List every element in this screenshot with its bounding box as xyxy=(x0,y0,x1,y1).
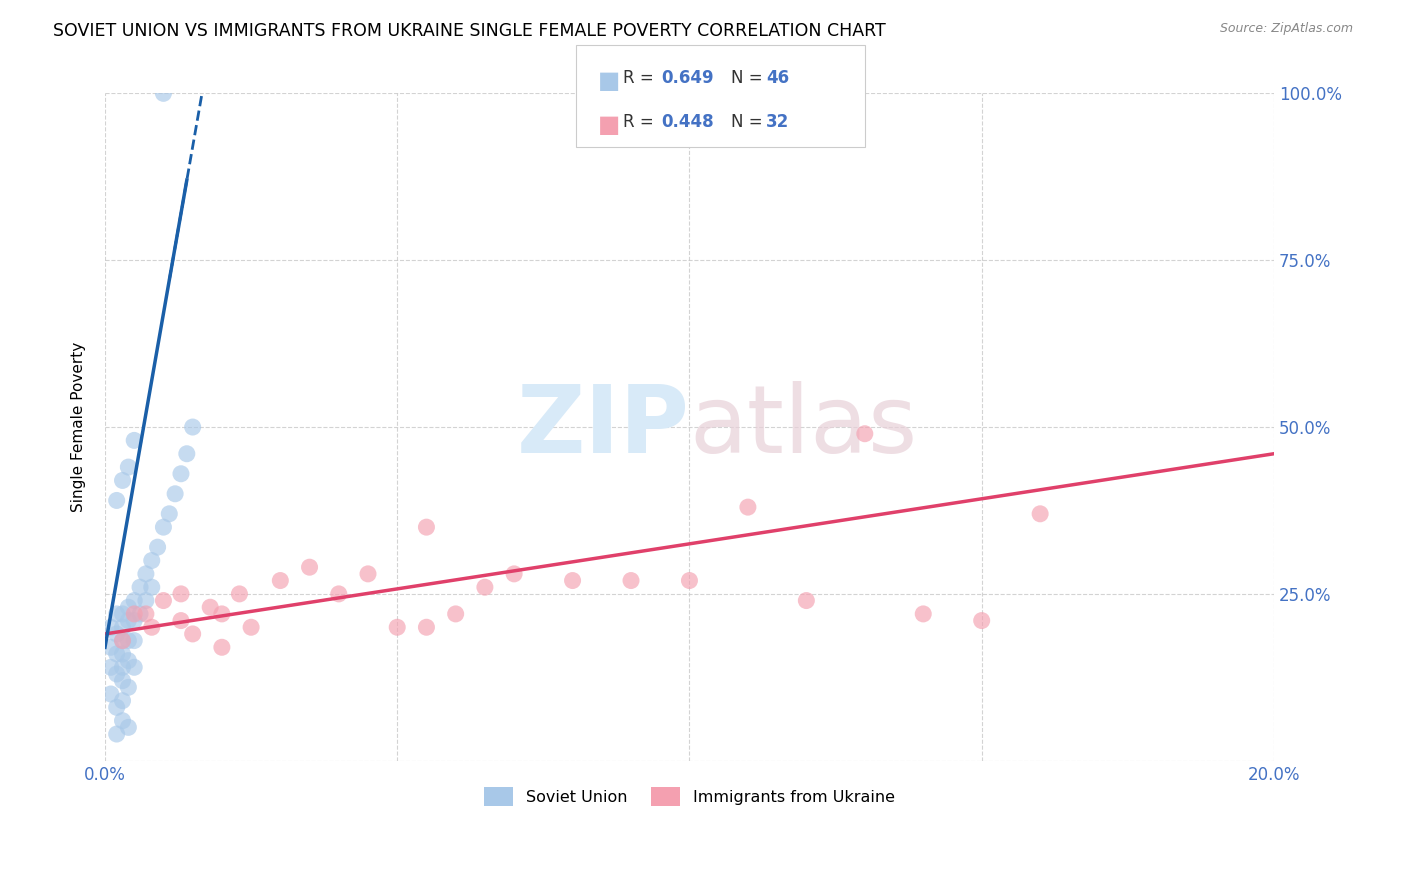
Y-axis label: Single Female Poverty: Single Female Poverty xyxy=(72,342,86,512)
Text: SOVIET UNION VS IMMIGRANTS FROM UKRAINE SINGLE FEMALE POVERTY CORRELATION CHART: SOVIET UNION VS IMMIGRANTS FROM UKRAINE … xyxy=(53,22,886,40)
Text: 0.448: 0.448 xyxy=(661,113,713,131)
Point xyxy=(111,620,134,634)
Point xyxy=(111,607,134,621)
Point xyxy=(170,614,193,628)
Point xyxy=(135,607,157,621)
Point xyxy=(328,587,350,601)
Point xyxy=(129,580,152,594)
Point xyxy=(1029,507,1052,521)
Point xyxy=(111,694,134,708)
Point xyxy=(100,687,122,701)
Point xyxy=(474,580,496,594)
Point xyxy=(620,574,643,588)
Point xyxy=(796,593,818,607)
Point xyxy=(105,627,128,641)
Point xyxy=(122,434,145,448)
Point xyxy=(117,681,139,695)
Text: ■: ■ xyxy=(598,113,620,137)
Point xyxy=(105,667,128,681)
Text: atlas: atlas xyxy=(689,381,918,473)
Point xyxy=(117,460,139,475)
Legend: Soviet Union, Immigrants from Ukraine: Soviet Union, Immigrants from Ukraine xyxy=(478,780,901,813)
Point xyxy=(141,620,163,634)
Point xyxy=(240,620,263,634)
Point xyxy=(152,593,174,607)
Point xyxy=(111,660,134,674)
Point xyxy=(912,607,935,621)
Point xyxy=(135,593,157,607)
Point xyxy=(111,633,134,648)
Point xyxy=(111,714,134,728)
Text: R =: R = xyxy=(623,113,659,131)
Point xyxy=(387,620,409,634)
Point xyxy=(415,520,437,534)
Point xyxy=(117,633,139,648)
Point xyxy=(122,614,145,628)
Point xyxy=(970,614,993,628)
Text: 32: 32 xyxy=(766,113,790,131)
Point xyxy=(122,660,145,674)
Point xyxy=(105,647,128,661)
Point xyxy=(122,593,145,607)
Point xyxy=(111,673,134,688)
Point xyxy=(100,620,122,634)
Point xyxy=(228,587,250,601)
Point xyxy=(117,654,139,668)
Point xyxy=(117,600,139,615)
Point xyxy=(211,607,233,621)
Point xyxy=(181,627,204,641)
Point xyxy=(117,720,139,734)
Text: Source: ZipAtlas.com: Source: ZipAtlas.com xyxy=(1219,22,1353,36)
Point xyxy=(298,560,321,574)
Point xyxy=(211,640,233,655)
Point xyxy=(111,633,134,648)
Point xyxy=(105,607,128,621)
Point xyxy=(737,500,759,515)
Point xyxy=(152,520,174,534)
Point xyxy=(152,87,174,101)
Point xyxy=(105,727,128,741)
Text: 46: 46 xyxy=(766,69,789,87)
Point xyxy=(122,633,145,648)
Point xyxy=(100,660,122,674)
Point xyxy=(117,614,139,628)
Point xyxy=(269,574,291,588)
Point xyxy=(111,474,134,488)
Point xyxy=(105,493,128,508)
Point xyxy=(170,587,193,601)
Text: N =: N = xyxy=(731,69,768,87)
Point xyxy=(135,566,157,581)
Point xyxy=(503,566,526,581)
Point xyxy=(141,580,163,594)
Point xyxy=(561,574,583,588)
Text: ZIP: ZIP xyxy=(516,381,689,473)
Point xyxy=(678,574,700,588)
Text: ■: ■ xyxy=(598,69,620,93)
Point xyxy=(141,553,163,567)
Point xyxy=(357,566,380,581)
Point xyxy=(129,607,152,621)
Text: R =: R = xyxy=(623,69,659,87)
Point xyxy=(105,700,128,714)
Point xyxy=(170,467,193,481)
Point xyxy=(165,487,187,501)
Point xyxy=(100,640,122,655)
Text: 0.649: 0.649 xyxy=(661,69,713,87)
Point xyxy=(157,507,180,521)
Point xyxy=(111,647,134,661)
Point xyxy=(444,607,467,621)
Point xyxy=(146,540,169,554)
Point xyxy=(415,620,437,634)
Point xyxy=(176,447,198,461)
Text: N =: N = xyxy=(731,113,768,131)
Point xyxy=(198,600,221,615)
Point xyxy=(181,420,204,434)
Point xyxy=(122,607,145,621)
Point xyxy=(853,426,876,441)
